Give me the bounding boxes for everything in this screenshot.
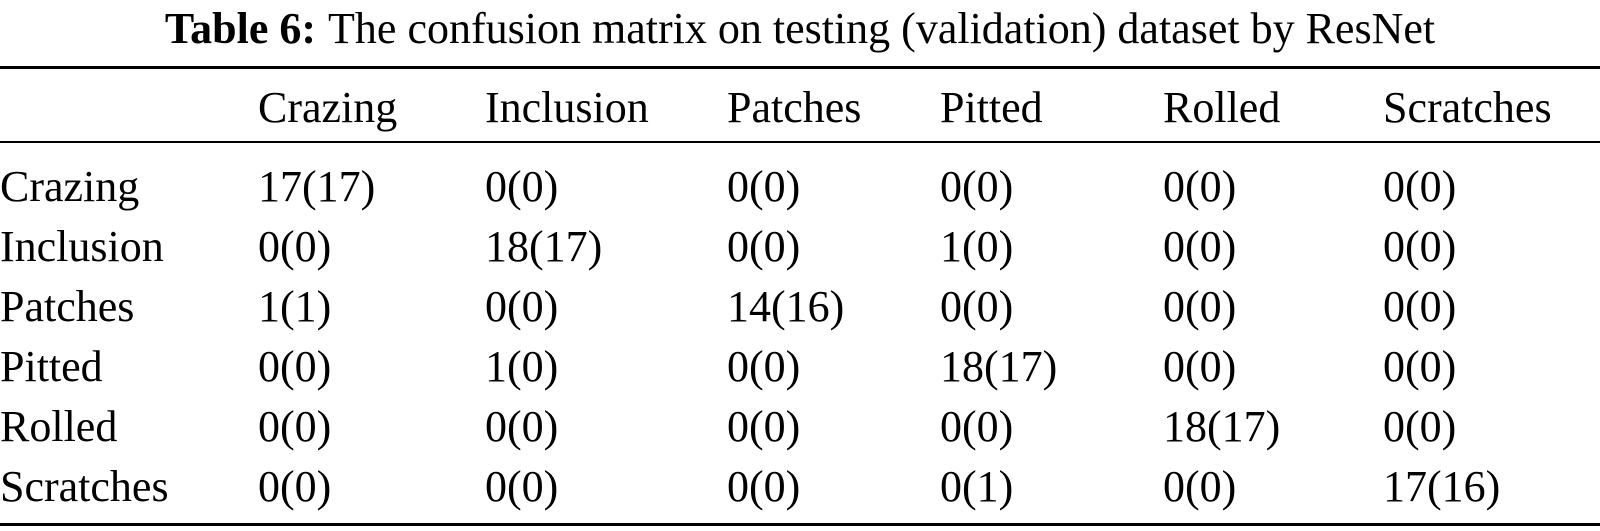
table-cell: 0(0) [258,342,332,391]
table-cell: 18(17) [940,342,1058,391]
table-caption: Table 6: The confusion matrix on testing … [0,0,1600,66]
header-row: Crazing Inclusion Patches Pitted Rolled … [0,67,1600,142]
table-cell: 0(0) [485,462,559,511]
table-row-inclusion: Inclusion 0(0) 18(17) 0(0) 1(0) 0(0) 0(0… [0,217,1600,277]
row-label: Scratches [0,462,169,511]
table-cell: 0(0) [940,162,1014,211]
table-cell: 0(1) [940,462,1014,511]
table-cell: 17(16) [1383,462,1501,511]
table-row-scratches: Scratches 0(0) 0(0) 0(0) 0(1) 0(0) 17(16… [0,457,1600,525]
row-label: Rolled [0,402,118,451]
table-caption-label: Table 6: [164,4,317,53]
table-cell: 0(0) [1383,342,1457,391]
row-label: Inclusion [0,222,164,271]
table-cell: 18(17) [485,222,603,271]
table-row-rolled: Rolled 0(0) 0(0) 0(0) 0(0) 18(17) 0(0) [0,397,1600,457]
column-header-rolled: Rolled [1163,83,1281,133]
table-cell: 0(0) [727,462,801,511]
row-label: Crazing [0,162,140,211]
table-cell: 0(0) [1383,162,1457,211]
header-empty-cell [0,68,258,142]
table-caption-text: The confusion matrix on testing (validat… [328,4,1436,53]
table-cell: 17(17) [258,162,376,211]
table-row-patches: Patches 1(1) 0(0) 14(16) 0(0) 0(0) 0(0) [0,277,1600,337]
table-cell: 0(0) [1163,342,1237,391]
column-header-patches: Patches [727,83,862,133]
table-cell: 0(0) [1163,162,1237,211]
table-row-pitted: Pitted 0(0) 1(0) 0(0) 18(17) 0(0) 0(0) [0,337,1600,397]
table-cell: 0(0) [727,222,801,271]
table-cell: 0(0) [940,402,1014,451]
table-cell: 0(0) [1383,282,1457,331]
table-cell: 1(0) [485,342,559,391]
table-cell: 0(0) [940,282,1014,331]
table-cell: 0(0) [1163,222,1237,271]
confusion-matrix-table: Crazing Inclusion Patches Pitted Rolled … [0,66,1600,526]
table-cell: 0(0) [1383,402,1457,451]
table-cell: 0(0) [485,402,559,451]
table-cell: 0(0) [258,402,332,451]
table-cell: 0(0) [727,342,801,391]
table-cell: 0(0) [258,462,332,511]
table-cell: 0(0) [485,282,559,331]
column-header-crazing: Crazing [258,83,398,133]
table-cell: 14(16) [727,282,845,331]
row-label: Pitted [0,342,103,391]
table-cell: 0(0) [727,162,801,211]
table-cell: 1(0) [940,222,1014,271]
table-cell: 1(1) [258,282,332,331]
column-header-inclusion: Inclusion [485,83,649,133]
table-row-crazing: Crazing 17(17) 0(0) 0(0) 0(0) 0(0) 0(0) [0,142,1600,217]
table-cell: 0(0) [1163,462,1237,511]
table-cell: 0(0) [1383,222,1457,271]
column-header-scratches: Scratches [1383,83,1552,133]
table-cell: 0(0) [485,162,559,211]
column-header-pitted: Pitted [940,83,1043,133]
table-cell: 18(17) [1163,402,1281,451]
row-label: Patches [0,282,135,331]
table-cell: 0(0) [1163,282,1237,331]
table-cell: 0(0) [258,222,332,271]
table-cell: 0(0) [727,402,801,451]
